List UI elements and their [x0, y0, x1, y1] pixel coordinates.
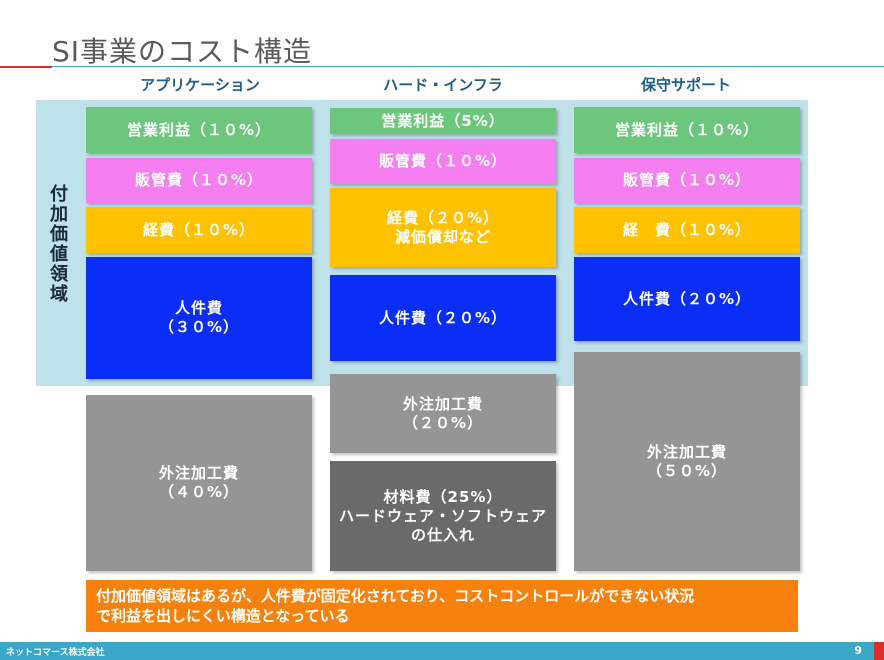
support-operating-profit-block: 営業利益（１０%）: [574, 107, 800, 153]
support-operating-profit-label: 営業利益（１０%）: [614, 120, 760, 139]
column-header-hardware-infra: ハード・インフラ: [383, 76, 503, 94]
app-labor-block: 人件費 （３０%）: [86, 257, 312, 379]
page-title: SI事業のコスト構造: [52, 35, 313, 68]
value-added-label: 付加価値領域: [50, 184, 68, 305]
hw-sga-block: 販管費（１０%）: [330, 139, 556, 184]
column-header-support: 保守サポート: [640, 76, 731, 94]
app-outsourcing-block: 外注加工費 （４０%）: [86, 395, 312, 571]
app-outsourcing-pct: （４０%）: [158, 483, 240, 501]
support-labor-block: 人件費（２０%）: [574, 257, 800, 341]
app-operating-profit-label: 営業利益（１０%）: [126, 120, 272, 139]
hw-expenses-block: 経費（２０%） 減価償却など: [330, 188, 556, 267]
app-sga-label: 販管費（１０%）: [134, 171, 264, 189]
column-header-application: アプリケーション: [140, 76, 260, 94]
hw-expenses-detail: 減価償却など: [394, 227, 491, 246]
support-outsourcing-pct: （５０%）: [646, 461, 728, 480]
page-number: 9: [854, 644, 862, 657]
hw-materials-label: 材料費（25%）: [383, 487, 503, 506]
footer-bar: ネットコマース株式会社 9: [0, 642, 884, 660]
app-expenses-label: 経費（１０%）: [142, 220, 256, 239]
hw-sga-label: 販管費（１０%）: [378, 152, 508, 170]
summary-note-line-2: で利益を出しにくい構造となっている: [96, 607, 350, 625]
app-expenses-block: 経費（１０%）: [86, 207, 312, 253]
app-operating-profit-block: 営業利益（１０%）: [86, 107, 312, 153]
support-sga-label: 販管費（１０%）: [622, 171, 752, 189]
support-outsourcing-block: 外注加工費 （５０%）: [574, 352, 800, 571]
hw-expenses-label: 経費（２０%）: [386, 208, 500, 227]
summary-note: 付加価値領域はあるが、人件費が固定化されており、コストコントロールができない状況…: [86, 580, 798, 632]
support-expenses-label: 経 費（１０%）: [622, 220, 752, 239]
hw-labor-label: 人件費（２０%）: [378, 308, 508, 327]
summary-note-line-1: 付加価値領域はあるが、人件費が固定化されており、コストコントロールができない状況: [96, 587, 695, 605]
app-sga-block: 販管費（１０%）: [86, 158, 312, 203]
hw-operating-profit-block: 営業利益（5%）: [330, 108, 556, 134]
app-labor-pct: （３０%）: [158, 318, 240, 336]
hw-outsourcing-label: 外注加工費: [402, 394, 483, 413]
app-outsourcing-label: 外注加工費: [158, 464, 239, 482]
support-sga-block: 販管費（１０%）: [574, 158, 800, 203]
hw-outsourcing-block: 外注加工費 （２０%）: [330, 374, 556, 453]
support-expenses-block: 経 費（１０%）: [574, 207, 800, 253]
footer-company: ネットコマース株式会社: [6, 648, 105, 658]
hw-operating-profit-label: 営業利益（5%）: [381, 111, 505, 130]
hw-materials-detail-2: の仕入れ: [410, 525, 475, 544]
app-labor-label: 人件費: [174, 299, 223, 317]
support-outsourcing-label: 外注加工費: [646, 442, 727, 461]
hw-outsourcing-pct: （２０%）: [402, 413, 484, 432]
hw-labor-block: 人件費（２０%）: [330, 275, 556, 361]
title-accent-rule: [0, 66, 52, 68]
title-underline: [52, 66, 884, 67]
hw-materials-detail: ハードウェア・ソフトウェア: [338, 506, 547, 525]
hw-materials-block: 材料費（25%） ハードウェア・ソフトウェア の仕入れ: [330, 461, 556, 571]
support-labor-label: 人件費（２０%）: [622, 289, 752, 308]
footer-accent: [874, 642, 884, 660]
